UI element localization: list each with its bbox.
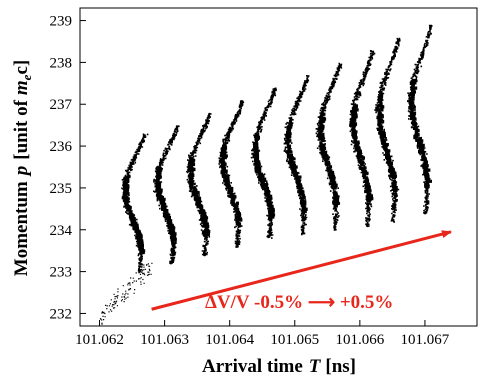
x-tick-label: 101.063 — [140, 332, 189, 348]
x-tick-label: 101.065 — [270, 332, 319, 348]
plot-frame — [79, 7, 478, 327]
y-tick-label: 234 — [50, 223, 73, 239]
x-tick-label: 101.066 — [335, 332, 384, 348]
annotation-text: ΔV/V -0.5% ⟶ +0.5% — [205, 292, 393, 313]
x-axis-label: Arrival time T [ns] — [202, 356, 356, 377]
axis-ticks: 101.062 101.063 101.064 101.065 101.066 101.0… — [50, 14, 450, 348]
y-axis-label: Momentump[unit ofmec] — [11, 60, 34, 276]
scatter-band-10 — [407, 24, 433, 215]
y-tick-label: 238 — [50, 55, 73, 71]
annotation-group: ΔV/V -0.5% ⟶ +0.5% — [151, 230, 452, 313]
scatter-tail — [99, 262, 153, 325]
x-tick-label: 101.067 — [401, 332, 450, 348]
scatter-band-1 — [121, 133, 149, 274]
scatter-band-4 — [218, 100, 245, 248]
x-tick-label: 101.062 — [75, 332, 124, 348]
y-tick-label: 237 — [50, 97, 73, 113]
x-tick-label: 101.064 — [205, 332, 254, 348]
y-tick-label: 239 — [50, 14, 73, 30]
scatter-band-6 — [283, 75, 310, 236]
y-tick-label: 236 — [50, 139, 73, 155]
scatter-band-7 — [315, 62, 343, 231]
annotation-arrow — [151, 230, 452, 311]
y-tick-label: 233 — [50, 265, 73, 281]
scatter-band-9 — [374, 37, 401, 223]
scatter-band-3 — [186, 112, 212, 257]
y-tick-label: 235 — [50, 181, 73, 197]
y-tick-label: 232 — [50, 306, 73, 322]
scatter-band-2 — [153, 125, 180, 265]
scatter-band-8 — [349, 50, 376, 228]
scatter-band-5 — [250, 87, 277, 239]
scatter-bands — [99, 24, 433, 325]
